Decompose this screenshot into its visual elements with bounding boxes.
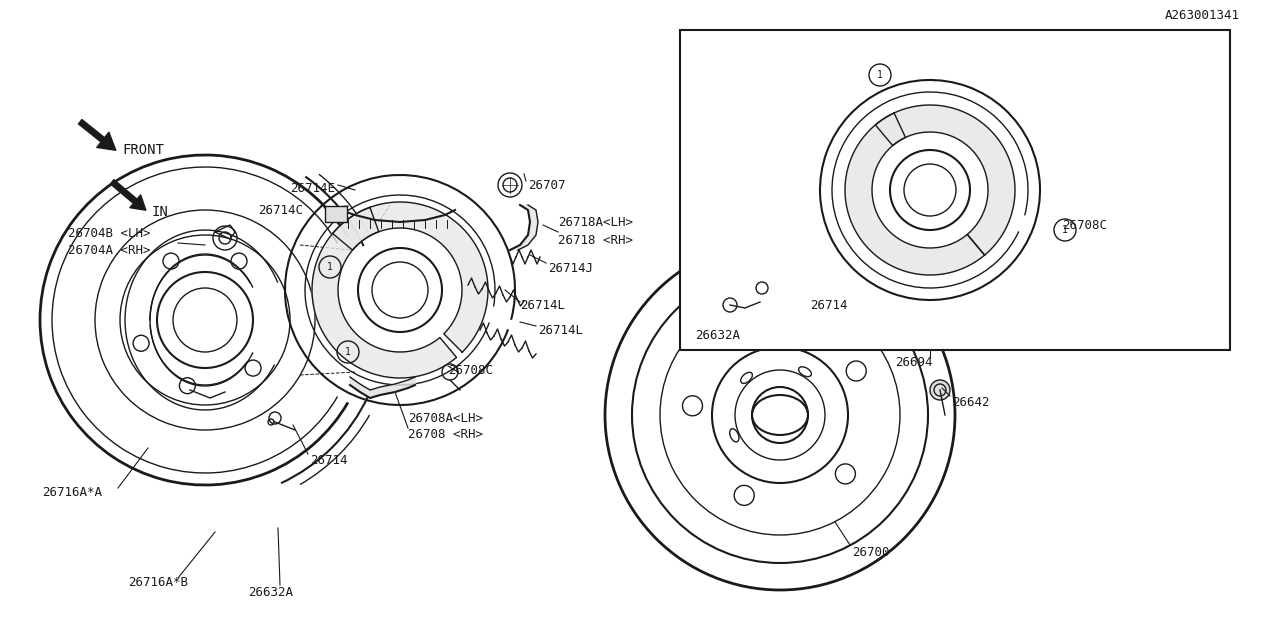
FancyArrowPatch shape [110,180,146,210]
Text: 26708 <RH>: 26708 <RH> [408,429,483,442]
Polygon shape [509,205,538,250]
Text: 26714L: 26714L [538,323,582,337]
Text: 26632A: 26632A [695,328,740,342]
Polygon shape [333,202,488,352]
Bar [325,206,347,222]
Polygon shape [312,207,457,378]
Text: 26718A<LH>: 26718A<LH> [558,216,634,228]
Text: 26708A<LH>: 26708A<LH> [408,412,483,424]
Text: 26704A <RH>: 26704A <RH> [68,243,151,257]
Polygon shape [845,113,984,275]
Text: FRONT: FRONT [122,143,164,157]
Text: 26632A: 26632A [248,586,293,598]
Text: A263001341: A263001341 [1165,9,1240,22]
Text: 26714E: 26714E [291,182,335,195]
Text: 26718 <RH>: 26718 <RH> [558,234,634,246]
Polygon shape [876,105,1015,255]
Circle shape [931,380,950,400]
Text: 26716A*A: 26716A*A [42,486,102,499]
Text: 26708C: 26708C [1062,218,1107,232]
Text: 26700: 26700 [852,545,890,559]
Text: 26714J: 26714J [548,262,593,275]
Text: 1: 1 [328,262,333,272]
Text: IN: IN [152,205,169,219]
Text: 26714: 26714 [810,298,847,312]
Text: 26714C: 26714C [259,204,303,216]
Text: 26708C: 26708C [448,364,493,376]
Text: 1: 1 [877,70,883,80]
Text: 26716A*B: 26716A*B [128,577,188,589]
Text: 26707: 26707 [529,179,566,191]
Text: 1: 1 [346,347,351,357]
Text: 26714L: 26714L [520,298,564,312]
Text: 26694: 26694 [895,355,933,369]
Bar [680,30,1230,350]
Text: 26714: 26714 [310,454,347,467]
Text: 26642: 26642 [952,396,989,408]
Text: 26704B <LH>: 26704B <LH> [68,227,151,239]
FancyArrowPatch shape [78,120,115,150]
Text: 1: 1 [1062,225,1068,235]
